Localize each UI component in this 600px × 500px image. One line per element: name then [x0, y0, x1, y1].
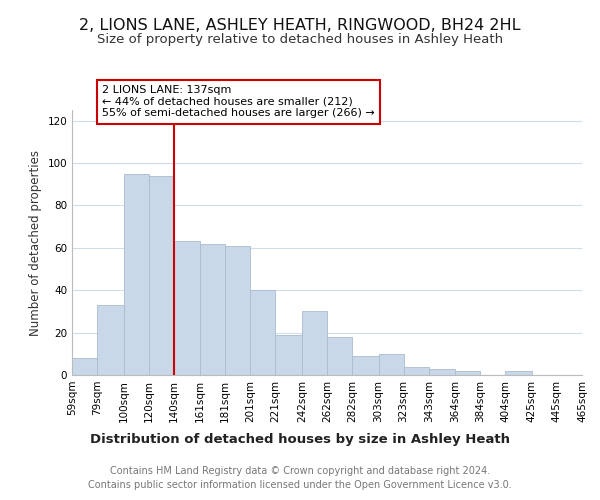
- Bar: [174, 242, 200, 375]
- Bar: [200, 244, 225, 375]
- Text: 2 LIONS LANE: 137sqm
← 44% of detached houses are smaller (212)
55% of semi-deta: 2 LIONS LANE: 137sqm ← 44% of detached h…: [102, 86, 375, 118]
- Bar: [124, 174, 149, 375]
- Bar: [72, 358, 97, 375]
- Text: Distribution of detached houses by size in Ashley Heath: Distribution of detached houses by size …: [90, 432, 510, 446]
- Bar: [505, 371, 532, 375]
- Bar: [97, 305, 124, 375]
- Text: Size of property relative to detached houses in Ashley Heath: Size of property relative to detached ho…: [97, 32, 503, 46]
- Bar: [455, 371, 480, 375]
- Bar: [250, 290, 275, 375]
- Bar: [225, 246, 250, 375]
- Bar: [429, 368, 455, 375]
- Bar: [379, 354, 404, 375]
- Text: Contains public sector information licensed under the Open Government Licence v3: Contains public sector information licen…: [88, 480, 512, 490]
- Bar: [275, 334, 302, 375]
- Bar: [404, 366, 429, 375]
- Bar: [352, 356, 379, 375]
- Bar: [302, 312, 327, 375]
- Text: Contains HM Land Registry data © Crown copyright and database right 2024.: Contains HM Land Registry data © Crown c…: [110, 466, 490, 476]
- Bar: [149, 176, 174, 375]
- Bar: [327, 337, 352, 375]
- Text: 2, LIONS LANE, ASHLEY HEATH, RINGWOOD, BH24 2HL: 2, LIONS LANE, ASHLEY HEATH, RINGWOOD, B…: [79, 18, 521, 32]
- Y-axis label: Number of detached properties: Number of detached properties: [29, 150, 42, 336]
